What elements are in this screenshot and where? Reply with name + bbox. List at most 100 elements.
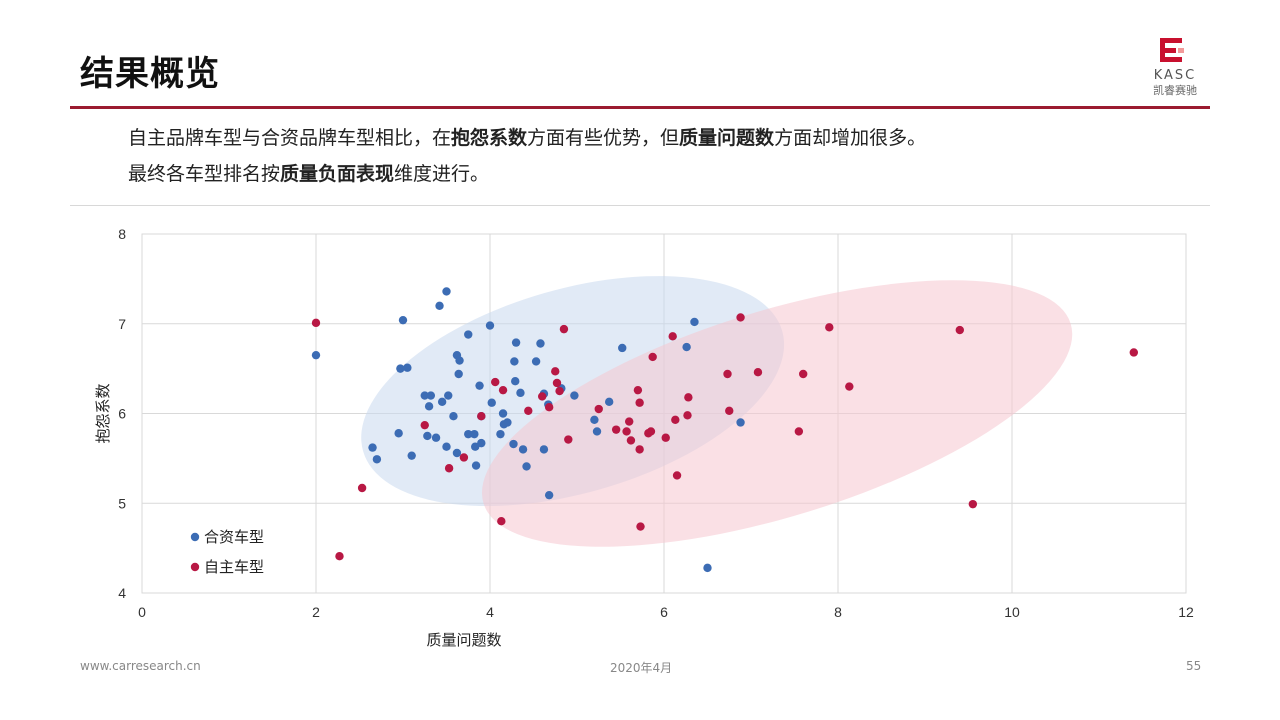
logo-mark-icon [1160, 38, 1184, 62]
own-data-point [498, 385, 508, 395]
jv-data-point [454, 369, 463, 379]
jv-data-point [536, 339, 545, 348]
own-data-point [968, 499, 978, 509]
jv-data-point [407, 451, 416, 460]
jv-data-point [426, 391, 436, 400]
jv-data-point [455, 356, 464, 365]
jv-data-point [703, 563, 712, 573]
own-data-point [799, 369, 808, 379]
jv-data-point [618, 343, 627, 353]
y-tick-label: 7 [118, 316, 126, 332]
jv-data-point [604, 397, 614, 407]
own-data-point [845, 382, 854, 391]
jv-data-point [544, 490, 554, 500]
own-data-point [611, 425, 621, 434]
jv-data-point [539, 445, 549, 454]
own-data-point [635, 445, 644, 454]
jv-data-point [396, 364, 405, 373]
own-data-point [564, 435, 573, 444]
y-tick-label: 8 [118, 226, 126, 242]
jv-data-point [420, 391, 429, 400]
own-data-point [753, 368, 763, 377]
jv-data-point [470, 429, 479, 439]
y-tick-label: 4 [118, 585, 126, 601]
own-data-point [736, 313, 745, 322]
y-tick-label: 6 [118, 406, 126, 422]
own-data-point [491, 377, 500, 387]
jv-data-point [477, 438, 486, 448]
jv-data-point [736, 418, 745, 427]
own-data-point [357, 483, 367, 493]
jv-data-point [437, 397, 447, 407]
x-tick-label: 6 [660, 604, 668, 620]
jv-data-point [516, 388, 525, 398]
x-tick-label: 2 [312, 604, 320, 620]
jv-data-point [518, 445, 528, 454]
y-axis-label: 抱怨系数 [94, 383, 112, 443]
summary-emphasis: 质量负面表现 [280, 163, 395, 185]
summary-text: 自主品牌车型与合资品牌车型相比，在抱怨系数方面有些优势，但质量问题数方面却增加很… [128, 120, 926, 192]
own-data-point [497, 517, 506, 526]
x-tick-label: 12 [1178, 604, 1194, 620]
y-tick-label: 5 [118, 495, 126, 511]
own-data-point [683, 411, 692, 420]
legend-label: 合资车型 [204, 528, 264, 546]
jv-data-point [368, 443, 377, 452]
own-data-point [635, 398, 644, 407]
jv-data-point [690, 317, 699, 327]
own-data-point [668, 332, 677, 341]
title-underline [70, 106, 1210, 109]
own-data-point [661, 433, 670, 442]
x-tick-label: 4 [486, 604, 494, 620]
jv-data-point [511, 338, 521, 347]
summary-text-part: 方面却增加很多。 [774, 127, 927, 149]
own-data-point [955, 325, 964, 335]
x-axis-label: 质量问题数 [426, 631, 501, 649]
jv-data-point [435, 301, 444, 310]
jv-data-point [496, 429, 505, 439]
jv-data-point [485, 321, 495, 330]
jv-data-point [372, 455, 382, 464]
jv-data-point [444, 391, 453, 400]
summary-line-1: 自主品牌车型与合资品牌车型相比，在抱怨系数方面有些优势，但质量问题数方面却增加很… [128, 120, 926, 156]
jv-data-point [464, 330, 473, 339]
own-data-point [633, 385, 643, 395]
summary-text-part: 方面有些优势，但 [527, 127, 680, 149]
jv-data-point [592, 427, 602, 436]
own-data-point [648, 352, 657, 362]
legend-marker [190, 532, 200, 542]
summary-text-part: 最终各车型排名按 [128, 163, 281, 185]
own-data-point [625, 417, 634, 426]
page-number: 55 [1186, 659, 1202, 673]
logo-text: KASC [1153, 68, 1197, 83]
own-data-point [444, 464, 454, 473]
own-data-point [672, 471, 682, 480]
own-data-point [671, 415, 680, 424]
jv-data-point [442, 442, 451, 451]
own-data-point [825, 323, 834, 332]
own-data-point [723, 369, 732, 379]
x-tick-label: 0 [138, 604, 146, 620]
jv-data-point [511, 376, 520, 386]
jv-data-point [311, 350, 321, 360]
own-data-point [555, 386, 564, 396]
jv-data-point [423, 431, 432, 441]
jv-data-point [487, 398, 496, 407]
section-divider [70, 205, 1210, 206]
own-data-point [559, 324, 569, 334]
own-data-point [725, 406, 734, 416]
own-data-point [622, 427, 631, 436]
own-data-point [794, 427, 804, 436]
own-data-point [538, 392, 547, 401]
own-data-point [552, 378, 562, 388]
own-data-point [594, 404, 603, 414]
jv-data-point [442, 287, 451, 296]
summary-text-part: 维度进行。 [394, 163, 490, 185]
jv-data-point [590, 415, 599, 424]
jv-data-point [452, 448, 462, 458]
jv-data-point [398, 315, 408, 325]
jv-data-point [431, 433, 441, 442]
own-data-point [420, 420, 429, 430]
own-data-point [311, 318, 321, 328]
